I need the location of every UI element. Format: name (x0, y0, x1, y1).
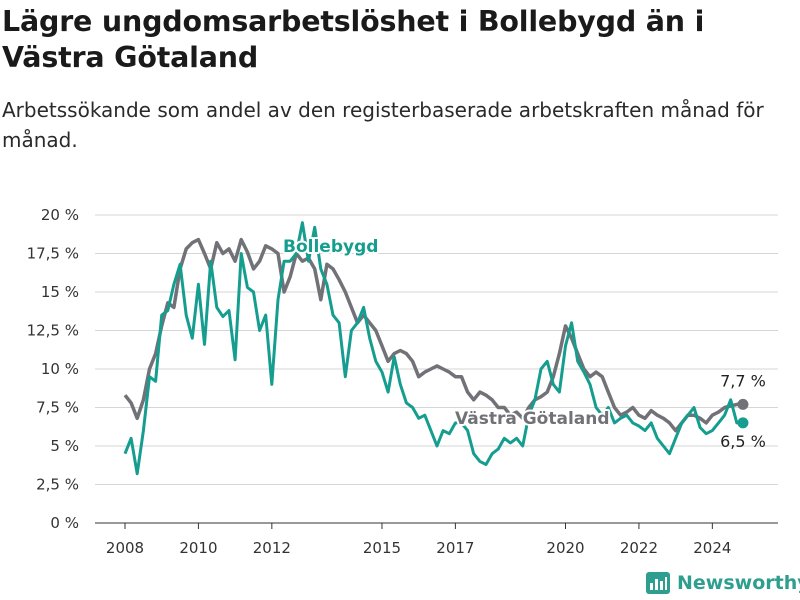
end-dot-vastra-gotaland (737, 398, 749, 410)
y-tick-label: 5 % (50, 437, 79, 455)
y-tick-label: 15 % (41, 283, 79, 301)
y-tick-label: 12,5 % (27, 322, 79, 340)
y-tick-label: 17,5 % (27, 245, 79, 263)
series-label-bollebygd: Bollebygd (283, 237, 378, 257)
series-labels: 7,7 % Västra Götaland 6,5 % Bollebygd (281, 235, 766, 451)
x-tick-label: 2022 (620, 539, 658, 557)
y-tick-label: 2,5 % (36, 476, 79, 494)
newsworthy-logo-icon (646, 572, 670, 594)
end-label-vastra-gotaland: 7,7 % (720, 371, 766, 390)
gridlines (95, 214, 778, 524)
series-lines (123, 221, 749, 476)
newsworthy-logo: Newsworthy (645, 571, 800, 595)
chart-title: Lägre ungdomsarbetslöshet i Bollebygd än… (2, 5, 705, 74)
series-line-vastra-gotaland (123, 237, 743, 433)
x-tick-label: 2015 (363, 539, 401, 557)
x-tick-label: 2017 (436, 539, 474, 557)
x-tick-label: 2024 (693, 539, 731, 557)
x-tick-label: 2008 (106, 539, 144, 557)
y-axis-ticks: 0 % 2,5 % 5 % 7,5 % 10 % 12,5 % 15 % 17,5 % 20 % (27, 206, 79, 532)
x-tick-label: 2012 (253, 539, 291, 557)
series-label-vastra-gotaland: Västra Götaland (455, 409, 610, 429)
series-line-bollebygd (123, 221, 743, 476)
end-dot-bollebygd (737, 417, 749, 429)
end-label-bollebygd: 6,5 % (720, 432, 766, 451)
x-axis-ticks: 2008 2010 2012 2015 2017 2020 2022 2024 (106, 523, 731, 557)
chart-subtitle: Arbetssökande som andel av den registerb… (2, 98, 764, 152)
x-tick-label: 2020 (546, 539, 584, 557)
y-tick-label: 0 % (50, 514, 79, 532)
y-tick-label: 7,5 % (36, 399, 79, 417)
y-tick-label: 20 % (41, 206, 79, 224)
brand-name: Newsworthy (677, 572, 800, 594)
y-tick-label: 10 % (41, 360, 79, 378)
x-tick-label: 2010 (179, 539, 217, 557)
